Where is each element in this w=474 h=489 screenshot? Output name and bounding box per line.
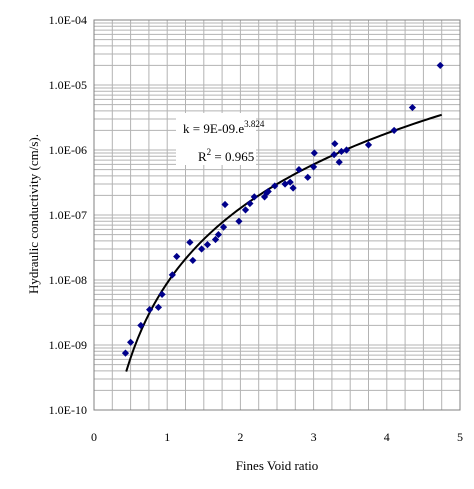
x-tick-label: 0 [91, 430, 97, 444]
data-point [246, 199, 254, 208]
data-point [154, 303, 163, 311]
x-tick-label: 1 [164, 430, 170, 444]
y-tick-label: 1.0E-06 [49, 143, 87, 157]
r-squared-prefix: R [198, 149, 207, 164]
data-point [137, 321, 145, 330]
data-point [436, 61, 444, 70]
data-points [121, 61, 444, 357]
data-point [146, 306, 154, 314]
equation-prefix: k = 9E-09.e [183, 121, 244, 136]
data-point [235, 217, 243, 225]
data-point [186, 238, 194, 246]
data-point [337, 147, 346, 156]
data-point [168, 271, 176, 279]
data-point [264, 187, 272, 196]
data-point [221, 200, 229, 209]
y-tick-label: 1.0E-09 [49, 338, 87, 352]
y-tick-label: 1.0E-05 [49, 78, 87, 92]
data-point [289, 184, 297, 192]
data-point [310, 163, 318, 171]
data-point [121, 349, 130, 357]
data-point [342, 146, 351, 154]
data-point [260, 193, 269, 201]
data-point [127, 338, 135, 346]
data-point [241, 206, 250, 214]
x-tick-label: 4 [384, 430, 390, 444]
x-tick-label: 5 [457, 430, 463, 444]
data-point [304, 173, 312, 181]
data-point [310, 149, 318, 157]
y-axis-tick-labels: 1.0E-10 1.0E-09 1.0E-08 1.0E-07 1.0E-06 1.0E-… [49, 13, 87, 417]
y-tick-label: 1.0E-07 [49, 208, 87, 222]
data-point [330, 150, 338, 159]
fit-curve [125, 113, 442, 372]
equation-exponent: 3.824 [244, 119, 265, 129]
y-tick-label: 1.0E-10 [49, 403, 87, 417]
data-point [198, 245, 206, 253]
data-point [331, 140, 339, 148]
r-squared-exponent: 2 [207, 147, 212, 157]
data-point [295, 165, 303, 174]
data-point [214, 230, 223, 239]
data-point [286, 178, 294, 186]
data-point [408, 103, 417, 112]
x-tick-label: 3 [311, 430, 317, 444]
data-point [390, 126, 398, 135]
data-point [250, 193, 258, 201]
x-tick-label: 2 [237, 430, 243, 444]
data-point [335, 158, 343, 166]
equation-label: k = 9E-09.e3.824 [183, 119, 265, 136]
data-point [271, 182, 279, 190]
chart-grid [93, 19, 461, 411]
y-axis-title: Hydraulic conductivity (cm/s). [26, 134, 41, 294]
data-point [211, 235, 220, 244]
r-squared-value: = 0.965 [211, 149, 254, 164]
y-tick-label: 1.0E-08 [49, 273, 87, 287]
data-point [173, 252, 181, 261]
x-axis-tick-labels: 0 1 2 3 4 5 [91, 430, 463, 444]
data-point [219, 223, 228, 231]
data-point [364, 141, 373, 149]
r-squared-label: R2 = 0.965 [198, 147, 254, 164]
x-axis-title: Fines Void ratio [236, 458, 319, 473]
equation-box [176, 113, 256, 165]
data-point [203, 241, 212, 249]
data-point [189, 256, 197, 265]
plot-area-frame [93, 19, 461, 411]
data-point [158, 290, 166, 299]
y-tick-label: 1.0E-04 [49, 13, 87, 27]
